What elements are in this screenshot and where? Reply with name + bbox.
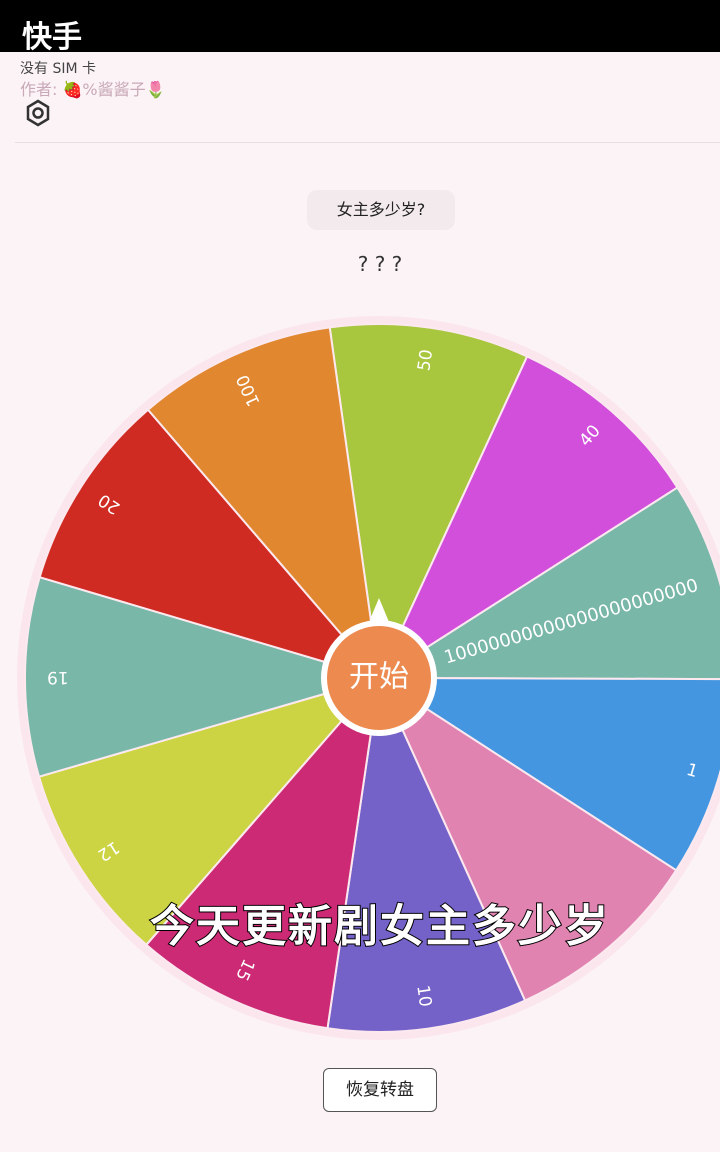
segment-label: 10 bbox=[412, 984, 435, 1008]
start-button[interactable] bbox=[327, 626, 431, 730]
settings-icon[interactable] bbox=[24, 99, 52, 127]
wheel-segment bbox=[375, 486, 720, 681]
result: ? ? ? bbox=[357, 252, 403, 276]
top-bar bbox=[0, 0, 720, 52]
author-watermark: 作者: 🍓%酱酱子🌷 bbox=[20, 80, 166, 99]
wheel-segment bbox=[326, 674, 527, 1033]
segment-label: 19 bbox=[47, 667, 69, 687]
divider bbox=[15, 142, 720, 143]
wheel-segment bbox=[24, 575, 383, 778]
wheel-segment bbox=[376, 675, 678, 1002]
segment-label: 50 bbox=[414, 348, 437, 372]
brand: 快手 bbox=[22, 20, 82, 55]
pointer bbox=[369, 598, 389, 622]
question: 女主多少岁? bbox=[307, 190, 455, 230]
wheel-segment bbox=[146, 326, 381, 682]
caption: 今天更新剧女主多少岁 bbox=[149, 900, 610, 953]
wheel-segment bbox=[376, 355, 679, 681]
wheel-segment bbox=[38, 408, 382, 680]
start-label[interactable]: 开始 bbox=[349, 660, 409, 695]
wheel-segment bbox=[375, 676, 720, 872]
status-bar: 没有 SIM 卡 bbox=[20, 61, 96, 77]
wheel-segment bbox=[328, 323, 529, 682]
reset-button[interactable]: 恢复转盘 bbox=[323, 1068, 437, 1112]
wheel-segment bbox=[144, 674, 381, 1030]
wheel-segment bbox=[37, 676, 382, 947]
